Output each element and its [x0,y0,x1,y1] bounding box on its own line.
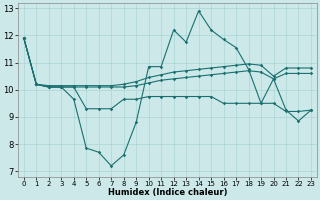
X-axis label: Humidex (Indice chaleur): Humidex (Indice chaleur) [108,188,227,197]
